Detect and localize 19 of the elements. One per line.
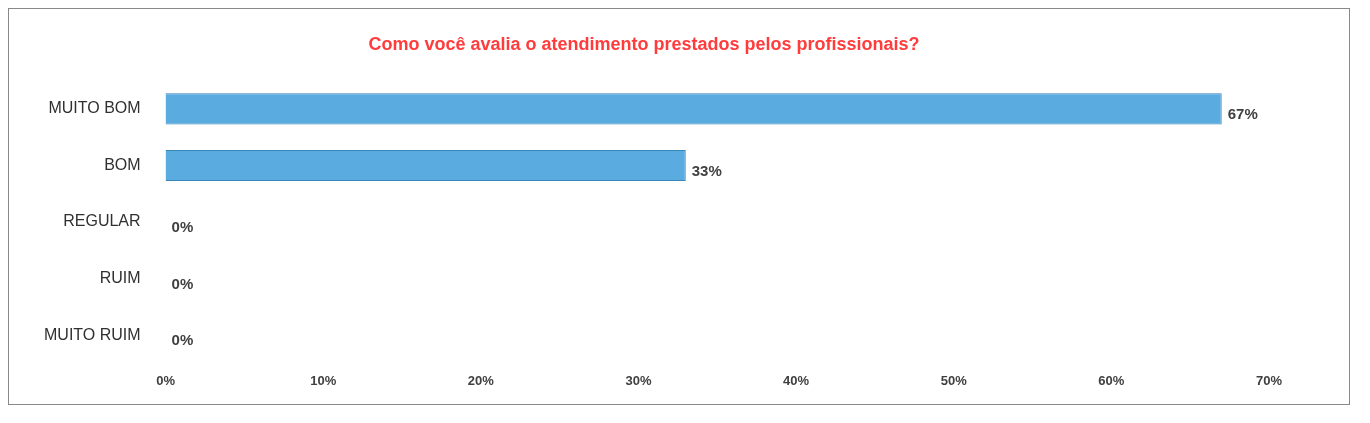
data-label: 33% xyxy=(691,161,722,179)
y-tick-label: BOM xyxy=(104,155,141,173)
x-tick-label: 70% xyxy=(1255,372,1283,388)
y-tick-label: MUITO RUIM xyxy=(43,325,141,343)
data-label: 67% xyxy=(1227,105,1258,123)
y-tick-label: RUIM xyxy=(99,268,141,286)
y-tick-label: MUITO BOM xyxy=(48,99,141,117)
x-tick-label: 30% xyxy=(625,372,652,388)
x-tick-label: 20% xyxy=(467,372,495,388)
x-tick-label: 0% xyxy=(156,372,176,388)
chart-title: Como você avalia o atendimento prestados pelos profissionais? xyxy=(368,33,920,54)
data-label: 0% xyxy=(171,274,194,292)
data-label: 0% xyxy=(171,331,194,349)
data-label: 0% xyxy=(171,218,194,236)
x-tick-label: 50% xyxy=(940,372,968,388)
x-tick-label: 60% xyxy=(1098,372,1125,388)
x-tick-label: 40% xyxy=(783,372,810,388)
x-tick-label: 10% xyxy=(310,372,337,388)
y-tick-label: REGULAR xyxy=(63,212,141,230)
